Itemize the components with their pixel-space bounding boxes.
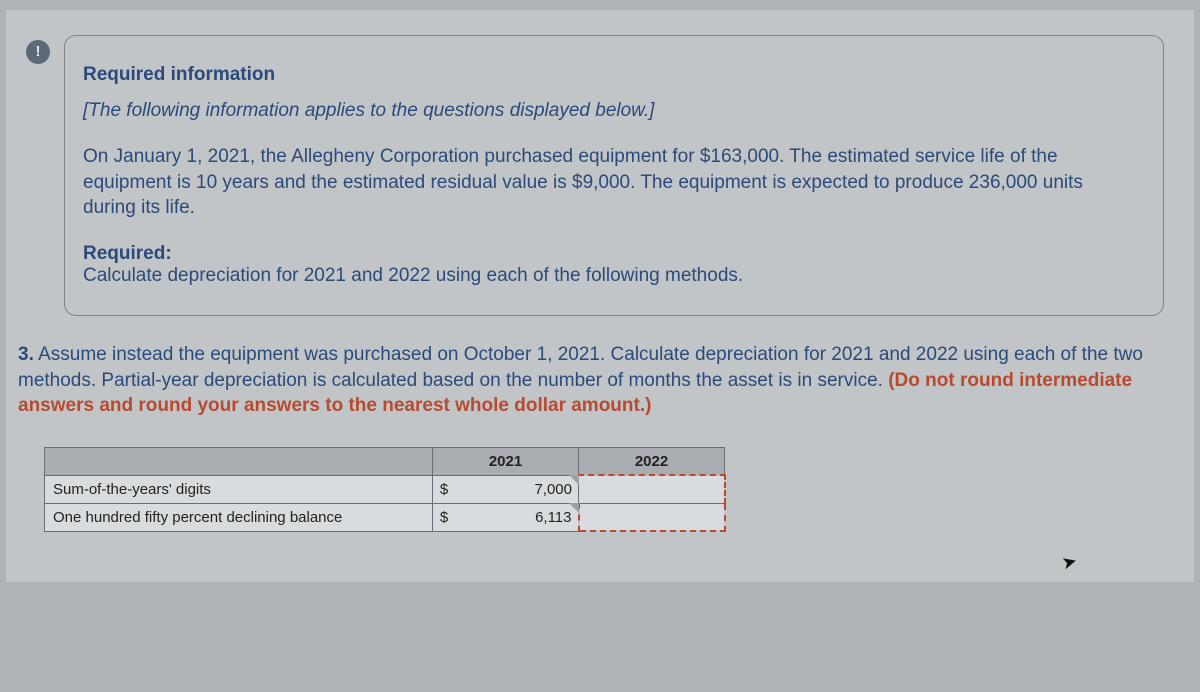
required-text: Calculate depreciation for 2021 and 2022…: [83, 265, 743, 286]
row-label-syd: Sum-of-the-years' digits: [45, 475, 433, 503]
table-header-row: 2021 2022: [45, 447, 725, 475]
required-information-heading: Required information: [83, 64, 1133, 86]
required-block: Required: Calculate depreciation for 202…: [83, 243, 1133, 287]
currency-symbol: $: [433, 509, 455, 526]
required-information-box: Required information [The following info…: [64, 35, 1164, 316]
cell-notch-icon: [569, 475, 579, 485]
required-label: Required:: [83, 243, 172, 264]
amount-value: 7,000: [455, 481, 578, 498]
depreciation-table-wrap: 2021 2022 Sum-of-the-years' digits $ 7,0…: [44, 447, 1194, 533]
question-3-block: 3. Assume instead the equipment was purc…: [18, 342, 1188, 419]
table-row: Sum-of-the-years' digits $ 7,000: [45, 475, 725, 503]
alert-icon: !: [26, 40, 50, 64]
info-applies-note: [The following information applies to th…: [83, 100, 1133, 122]
header-year-2022: 2022: [579, 447, 725, 475]
page-panel: ! Required information [The following in…: [6, 10, 1194, 582]
question-number: 3.: [18, 344, 34, 365]
header-year-2021: 2021: [433, 447, 579, 475]
cell-notch-icon: [569, 503, 579, 513]
depreciation-table: 2021 2022 Sum-of-the-years' digits $ 7,0…: [44, 447, 726, 533]
cell-150db-2022[interactable]: [579, 503, 725, 531]
cell-150db-2021[interactable]: $ 6,113: [433, 503, 579, 531]
scenario-paragraph: On January 1, 2021, the Allegheny Corpor…: [83, 144, 1133, 221]
currency-symbol: $: [433, 481, 455, 498]
cell-syd-2022[interactable]: [579, 475, 725, 503]
amount-value: 6,113: [455, 509, 578, 526]
table-row: One hundred fifty percent declining bala…: [45, 503, 725, 531]
cell-syd-2021[interactable]: $ 7,000: [433, 475, 579, 503]
question-3-text: 3. Assume instead the equipment was purc…: [18, 342, 1188, 419]
row-label-150db: One hundred fifty percent declining bala…: [45, 503, 433, 531]
header-blank: [45, 447, 433, 475]
